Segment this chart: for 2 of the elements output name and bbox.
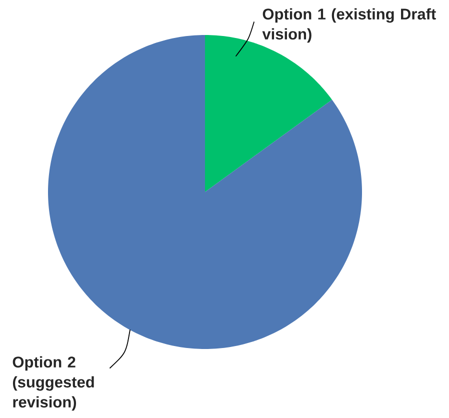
slice-label: Option 2 (suggested revision) <box>12 356 94 411</box>
slice-label: Option 1 (existing Draft vision) <box>262 8 436 43</box>
